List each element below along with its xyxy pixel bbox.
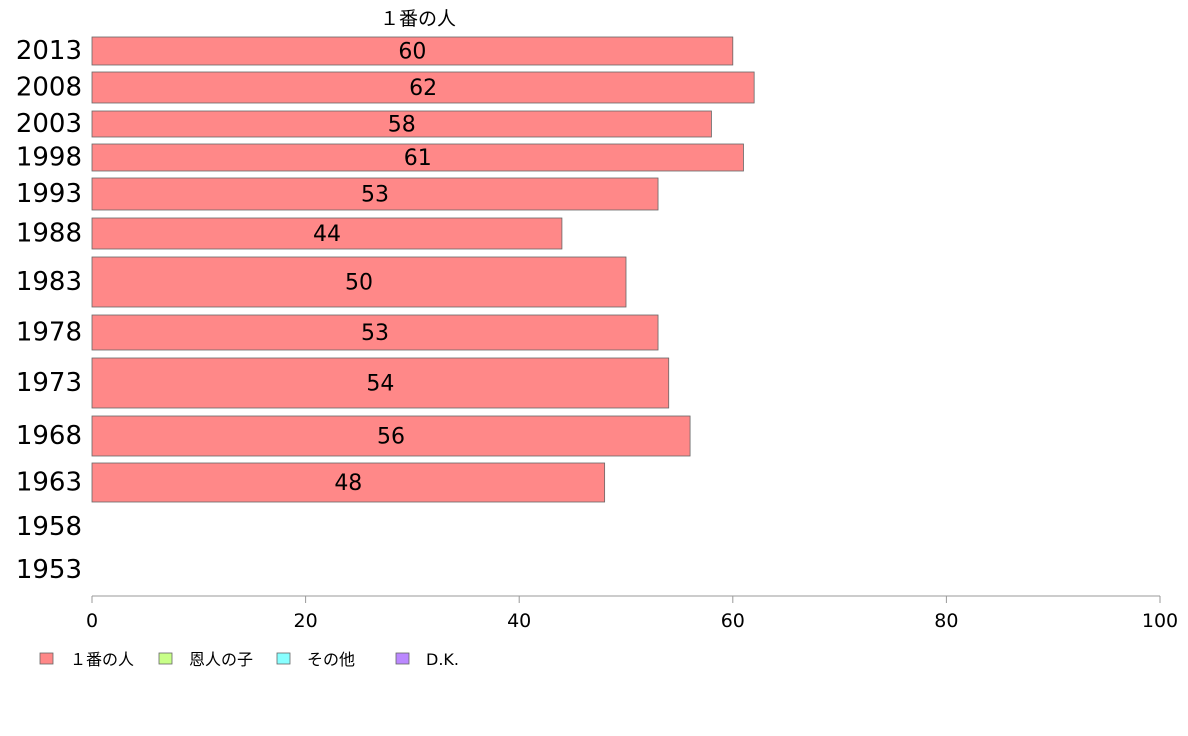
year-label: 1998 [16, 143, 82, 173]
bar [91, 256, 627, 308]
bar-value-label: 58 [388, 113, 416, 138]
bar-value-label: 54 [366, 372, 394, 397]
year-label: 1978 [16, 318, 82, 348]
legend-swatch [276, 652, 291, 665]
bar-value-label: 44 [313, 222, 341, 247]
bar [91, 36, 734, 66]
legend-label: D.K. [426, 650, 459, 669]
x-tick-label: 60 [721, 610, 745, 632]
bar-value-label: 53 [361, 183, 389, 208]
bar [91, 357, 670, 409]
year-label: 1958 [16, 512, 82, 542]
bar-value-label: 60 [398, 40, 426, 65]
legend-swatch [158, 652, 173, 665]
bar [91, 217, 563, 250]
year-label: 1988 [16, 219, 82, 249]
x-ticks-layer: 0 20 40 60 80 100 [86, 596, 1178, 632]
year-label: 1983 [16, 267, 82, 297]
bar [91, 143, 744, 172]
legend: １番の人 恩人の子 その他 D.K. [39, 650, 459, 669]
legend-swatch [39, 652, 54, 665]
series-header: １番の人 [380, 8, 456, 30]
bar-value-label: 53 [361, 321, 389, 346]
x-tick-label: 40 [507, 610, 531, 632]
x-tick-label: 0 [86, 610, 98, 632]
year-label: 1953 [16, 555, 82, 585]
legend-label: １番の人 [70, 650, 134, 669]
year-label: 1973 [16, 368, 82, 398]
year-label: 2013 [16, 36, 82, 66]
bar-value-label: 56 [377, 425, 405, 450]
bar-value-label: 61 [404, 146, 432, 171]
x-tick-label: 100 [1142, 610, 1178, 632]
bar [91, 110, 712, 138]
legend-swatch [395, 652, 410, 665]
bar-value-label: 48 [334, 471, 362, 496]
x-tick-label: 80 [934, 610, 958, 632]
bar-value-label: 62 [409, 76, 437, 101]
legend-label: その他 [307, 650, 355, 669]
legend-label: 恩人の子 [189, 650, 253, 669]
year-label: 1993 [16, 179, 82, 209]
year-label: 2003 [16, 109, 82, 139]
bars-layer [91, 36, 755, 503]
bar [91, 71, 755, 104]
year-label: 2008 [16, 73, 82, 103]
bar [91, 177, 659, 211]
x-tick-label: 20 [294, 610, 318, 632]
year-labels-layer: 2013 2008 2003 1998 1993 1988 1983 1978 1973 1968… [16, 36, 82, 585]
bar [91, 314, 659, 351]
bar-value-label: 50 [345, 271, 373, 296]
year-label: 1968 [16, 421, 82, 451]
x-axis: 0 20 40 60 80 100 [86, 595, 1178, 632]
bar [91, 462, 606, 503]
year-label: 1963 [16, 468, 82, 498]
bar [91, 415, 691, 457]
